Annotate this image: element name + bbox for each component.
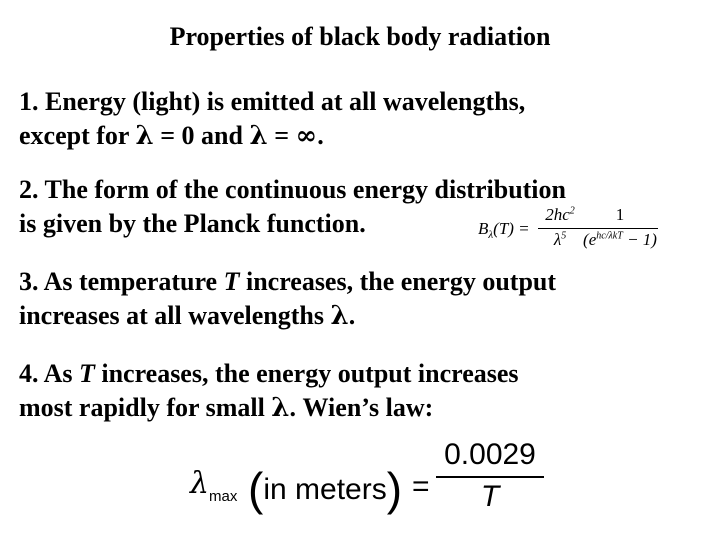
wien-numerator: 0.0029 [444, 438, 536, 471]
planck-exponent: hc/λkT [596, 230, 623, 242]
fraction-bar [436, 476, 544, 478]
planck-denominator-2: (ehc/λkT − 1) [582, 230, 658, 250]
fraction-bar [582, 228, 658, 229]
wien-max-sub: max [209, 488, 238, 505]
item-3-line-1: 3. As temperature T increases, the energ… [19, 265, 709, 299]
item-3-line-2: increases at all wavelengths λ. [19, 299, 709, 333]
wien-fraction: 0.0029 T [436, 438, 544, 514]
wien-close-paren: ) [386, 463, 403, 515]
wien-open-paren: ( [248, 463, 264, 515]
list-item-2: 2. The form of the continuous energy dis… [19, 173, 709, 241]
wien-denominator: T [480, 480, 500, 513]
planck-fraction-1: 2hc2 λ5 [538, 205, 582, 250]
slide-title: Properties of black body radiation [169, 22, 551, 51]
item-4-text: 4. As [19, 359, 79, 388]
item-3-text: . [348, 301, 356, 330]
list-item-1: 1. Energy (light) is emitted at all wave… [19, 85, 709, 153]
planck-function-formula: Bλ(T) = 2hc2 λ5 1 (ehc/λkT − 1) [478, 205, 658, 265]
list-item-4: 4. As T increases, the energy output inc… [19, 357, 709, 425]
list-item-3: 3. As temperature T increases, the energ… [19, 265, 709, 333]
wien-equals: = [412, 470, 430, 503]
planck-numerator-1: 2hc2 [538, 205, 582, 227]
item-3-text: increases, the energy output [239, 267, 557, 296]
wien-units: (in meters) [248, 456, 402, 515]
planck-sup: 2 [569, 205, 575, 217]
lambda-symbol: λ [330, 301, 349, 331]
item-1-line-1: 1. Energy (light) is emitted at all wave… [19, 87, 526, 116]
wien-units-text: in meters [263, 473, 387, 506]
item-2-line-1: 2. The form of the continuous energy dis… [19, 175, 566, 204]
planck-sup: 5 [561, 230, 567, 242]
planck-T-equals: (T) = [493, 219, 530, 238]
planck-B: B [478, 219, 489, 238]
fraction-bar [538, 228, 582, 229]
item-3-text: increases at all wavelengths [19, 301, 331, 330]
item-4-text: most rapidly for small [19, 393, 272, 422]
item-4-text: . Wien’s law: [289, 393, 434, 422]
wien-lambda-max: λmax [190, 466, 237, 505]
item-1-text: = 0 and [153, 121, 250, 150]
lambda-symbol: λ [135, 121, 154, 151]
planck-lhs: Bλ(T) = [478, 219, 530, 241]
item-1-text: except for [19, 121, 136, 150]
item-4-line-1: 4. As T increases, the energy output inc… [19, 357, 709, 391]
planck-numerator-2: 1 [615, 205, 625, 224]
item-3-text: 3. As temperature [19, 267, 224, 296]
planck-minus-1: − 1) [622, 230, 657, 249]
planck-2hc: 2hc [545, 205, 570, 224]
lambda-symbol: λ [271, 393, 290, 423]
temperature-T: T [223, 267, 240, 296]
wiens-law-formula: λmax (in meters) = 0.0029 T [190, 436, 560, 531]
temperature-T: T [78, 359, 95, 388]
item-1-text: = [267, 121, 296, 150]
item-2-line-2: is given by the Planck function. [19, 209, 366, 238]
item-4-line-2: most rapidly for small λ. Wien’s law: [19, 391, 709, 425]
item-1-line-2: except for λ = 0 and λ = ∞. [19, 119, 709, 153]
planck-lambda: λ [553, 230, 562, 249]
planck-denominator-1: λ5 [538, 230, 582, 250]
planck-lambda-sub: λ [488, 229, 494, 241]
infinity-symbol: ∞ [295, 121, 318, 151]
item-1-text: . [317, 121, 324, 150]
lambda-symbol: λ [249, 121, 268, 151]
wien-lambda: λ [190, 466, 210, 501]
planck-e: (e [583, 230, 597, 249]
item-4-text: increases, the energy output increases [94, 359, 519, 388]
planck-fraction-2: 1 (ehc/λkT − 1) [582, 205, 658, 250]
